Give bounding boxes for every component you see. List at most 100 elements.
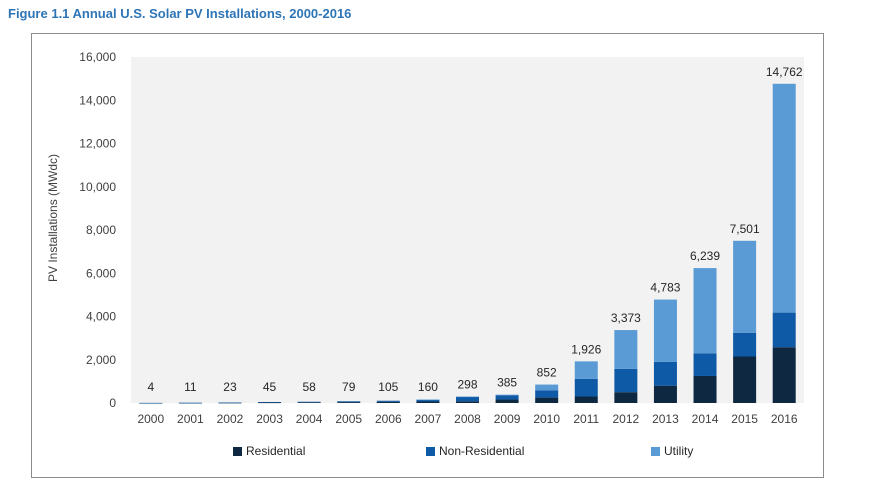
y-tick-label: 4,000 [86,310,116,324]
data-label-total: 45 [263,380,277,394]
x-tick-label: 2000 [137,412,164,426]
bar-segment-utility [693,268,717,354]
bars-group [139,83,796,404]
bar-segment-residential [574,396,598,403]
data-label-total: 6,239 [690,249,720,263]
bar-segment-non-residential [653,361,677,386]
bar-segment-utility [456,396,479,398]
legend-swatch-residential [233,446,242,456]
data-label-total: 3,373 [611,311,641,325]
legend-swatch-non-residential [426,446,435,456]
bar-segment-utility [416,399,440,401]
x-tick-label: 2005 [335,412,362,426]
bar-segment-non-residential [297,401,321,403]
y-tick-label: 10,000 [79,180,116,194]
bar-segment-non-residential [258,402,282,403]
legend-item-non-residential: Non-Residential [426,444,524,458]
data-label-total: 298 [457,378,477,392]
bar-segment-residential [614,392,638,403]
bar-segment-non-residential [614,368,638,393]
bar-segment-utility [535,384,559,391]
bar-segment-non-residential [456,396,479,402]
plot-area [131,57,804,403]
bar-segment-non-residential [733,332,757,357]
x-tick-label: 2016 [771,412,798,426]
data-label-total: 14,762 [766,65,803,79]
bar-segment-utility [653,299,677,362]
x-tick-label: 2008 [454,412,481,426]
x-tick-label: 2007 [415,412,442,426]
y-tick-label: 12,000 [79,137,116,151]
data-label-total: 23 [223,380,237,394]
bar-segment-utility [772,83,796,313]
bar-segment-utility [733,240,757,333]
x-tick-label: 2001 [177,412,204,426]
bar-segment-non-residential [139,402,163,404]
x-tick-label: 2006 [375,412,402,426]
bar-segment-residential [376,401,400,403]
bar-segment-non-residential [218,402,242,404]
x-tick-label: 2002 [217,412,244,426]
x-tick-label: 2010 [533,412,560,426]
bar-segment-non-residential [693,353,717,376]
data-labels: 4 11 23 45 58 79 105 160 298 385 852 1,926 3,373 4,78… [147,65,802,394]
bar-segment-utility [614,330,638,369]
y-tick-label: 8,000 [86,223,116,237]
bar-segment-residential [337,402,361,403]
data-label-total: 852 [537,366,557,380]
legend-item-utility: Utility [651,444,693,458]
bar-segment-residential [535,397,559,403]
bar-segment-residential [416,401,440,403]
bar-segment-residential [297,402,321,403]
bar-segment-residential [456,401,479,403]
y-axis-ticks: 0 2,000 4,000 6,000 8,000 10,000 12,000 14,000 1… [79,50,116,410]
x-tick-label: 2011 [573,412,599,426]
y-tick-label: 0 [109,396,116,410]
y-tick-label: 14,000 [79,93,116,107]
bar-segment-residential [693,375,717,403]
bar-segment-non-residential [376,400,400,402]
legend-label-residential: Residential [246,444,306,458]
x-tick-label: 2012 [613,412,640,426]
data-label-total: 11 [184,380,197,394]
legend-swatch-utility [651,446,660,456]
bar-segment-non-residential [772,312,796,348]
bar-segment-residential [772,347,796,403]
x-axis-ticks: 2000 2001 2002 2003 2004 2005 2006 2007 2008 2009… [137,412,797,426]
data-label-total: 4,783 [650,281,680,295]
bar-segment-non-residential [535,390,559,398]
data-label-total: 105 [378,380,398,394]
bar-segment-non-residential [416,399,440,402]
bar-segment-non-residential [178,402,202,404]
legend-label-utility: Utility [664,444,694,458]
x-tick-label: 2009 [494,412,521,426]
data-label-total: 160 [418,380,438,394]
bar-segment-residential [258,402,282,404]
y-tick-label: 2,000 [86,353,116,367]
legend-label-non-residential: Non-Residential [439,444,525,458]
y-axis-label: PV Installations (MWdc) [46,154,60,282]
data-label-total: 4 [147,380,154,394]
data-label-total: 7,501 [730,222,760,236]
legend: Residential Non-Residential Utility [0,444,870,462]
x-tick-label: 2013 [652,412,679,426]
bar-segment-residential [733,356,757,403]
bar-segment-residential [495,399,519,403]
x-tick-label: 2003 [256,412,283,426]
bar-segment-non-residential [495,395,519,400]
data-label-total: 58 [302,380,316,394]
y-tick-label: 16,000 [79,50,116,64]
bar-segment-residential [653,385,677,403]
x-tick-label: 2014 [692,412,719,426]
data-label-total: 385 [497,376,517,390]
bar-segment-non-residential [337,401,361,403]
x-tick-label: 2015 [731,412,758,426]
bar-segment-non-residential [574,378,598,397]
legend-item-residential: Residential [233,444,305,458]
bar-segment-utility [574,361,598,379]
y-tick-label: 6,000 [86,266,116,280]
figure-title: Figure 1.1 Annual U.S. Solar PV Installa… [8,6,352,21]
bar-segment-utility [495,394,519,396]
data-label-total: 79 [342,380,356,394]
